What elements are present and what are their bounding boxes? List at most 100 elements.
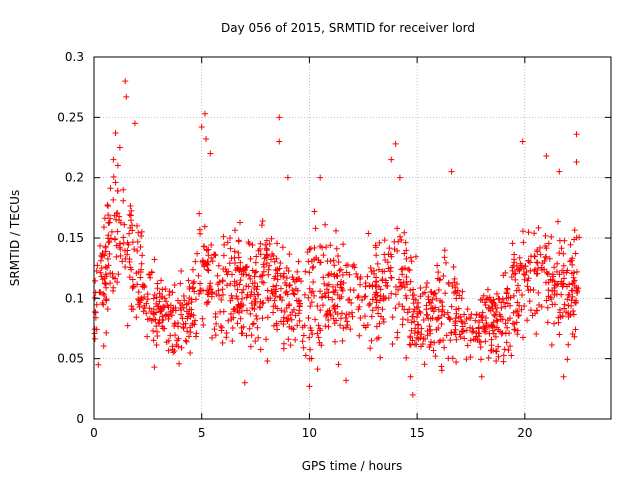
data-point — [512, 326, 519, 333]
data-point — [105, 232, 112, 239]
data-point — [362, 283, 369, 290]
data-point — [406, 306, 413, 313]
data-point — [97, 257, 104, 264]
data-point — [543, 152, 550, 159]
data-point — [425, 315, 432, 322]
data-point — [265, 271, 272, 278]
data-point — [290, 290, 297, 297]
data-point — [423, 284, 430, 291]
data-point — [120, 197, 127, 204]
data-point — [190, 312, 197, 319]
data-point — [301, 291, 308, 298]
data-point — [469, 329, 476, 336]
data-point — [520, 265, 527, 272]
data-point — [285, 336, 292, 343]
data-point — [569, 293, 576, 300]
data-point — [482, 338, 489, 345]
data-point — [270, 309, 277, 316]
data-point — [449, 355, 456, 362]
data-point — [259, 218, 266, 225]
data-point — [444, 309, 451, 316]
data-point — [278, 318, 285, 325]
data-point — [525, 229, 532, 236]
data-point — [91, 335, 98, 342]
data-point — [185, 310, 192, 317]
data-point — [220, 233, 227, 240]
data-point — [484, 286, 491, 293]
data-point — [92, 277, 99, 284]
data-point — [418, 343, 425, 350]
data-point — [268, 235, 275, 242]
data-point — [158, 277, 165, 284]
data-point — [154, 303, 161, 310]
data-point — [423, 302, 430, 309]
data-point — [283, 264, 290, 271]
data-point — [254, 283, 261, 290]
data-point — [154, 280, 161, 287]
data-point — [513, 287, 520, 294]
data-point — [206, 284, 213, 291]
data-point — [100, 290, 107, 297]
data-point — [433, 295, 440, 302]
data-point — [424, 279, 431, 286]
data-point — [227, 235, 234, 242]
data-point — [503, 289, 510, 296]
data-point — [545, 287, 552, 294]
data-point — [514, 282, 521, 289]
data-point — [205, 291, 212, 298]
data-point — [502, 320, 509, 327]
data-point — [514, 299, 521, 306]
data-point — [107, 215, 114, 222]
data-point — [263, 336, 270, 343]
data-point — [212, 314, 219, 321]
data-point — [348, 300, 355, 307]
data-point — [156, 290, 163, 297]
data-point — [375, 334, 382, 341]
data-point — [286, 282, 293, 289]
data-point — [454, 287, 461, 294]
data-point — [571, 299, 578, 306]
data-point — [550, 273, 557, 280]
data-point — [337, 281, 344, 288]
data-point — [134, 222, 141, 229]
data-point — [302, 352, 309, 359]
data-point — [325, 281, 332, 288]
data-point — [409, 313, 416, 320]
data-point — [399, 303, 406, 310]
data-point — [304, 248, 311, 255]
data-point — [567, 241, 574, 248]
data-point — [544, 319, 551, 326]
data-point — [412, 253, 419, 260]
data-point — [270, 303, 277, 310]
data-point — [161, 325, 168, 332]
data-point — [477, 344, 484, 351]
data-point — [186, 306, 193, 313]
data-point — [373, 299, 380, 306]
data-point — [110, 173, 117, 180]
data-point — [338, 293, 345, 300]
data-point — [313, 254, 320, 261]
data-point — [504, 317, 511, 324]
data-point — [551, 320, 558, 327]
data-point — [179, 315, 186, 322]
data-point — [152, 316, 159, 323]
data-point — [543, 297, 550, 304]
data-point — [120, 186, 127, 193]
data-point — [135, 229, 142, 236]
data-point — [565, 341, 572, 348]
data-point — [419, 290, 426, 297]
data-point — [170, 349, 177, 356]
data-point — [411, 318, 418, 325]
data-point — [425, 293, 432, 300]
data-point — [532, 310, 539, 317]
data-point — [446, 315, 453, 322]
data-point — [565, 292, 572, 299]
data-point — [227, 310, 234, 317]
data-point — [219, 339, 226, 346]
data-point — [134, 281, 141, 288]
data-point — [461, 311, 468, 318]
data-point — [300, 344, 307, 351]
data-point — [102, 248, 109, 255]
data-point — [551, 284, 558, 291]
